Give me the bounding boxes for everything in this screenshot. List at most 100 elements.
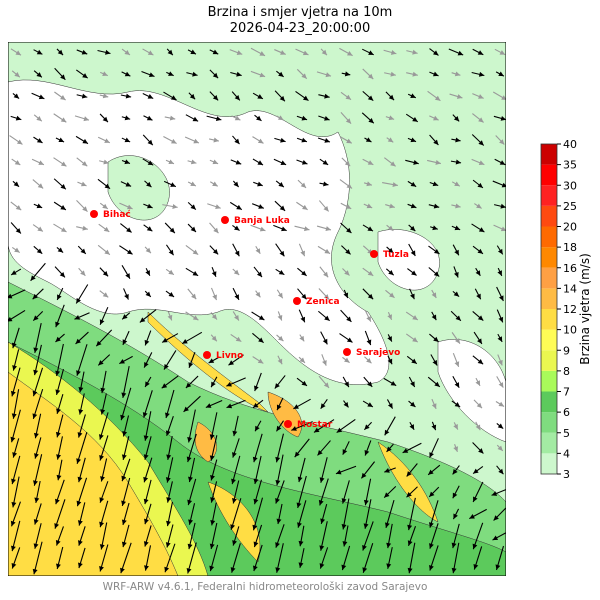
wind-arrow-head [343,292,349,299]
colorbar-cell [541,205,557,227]
city-markers: Bihać Banja Luka Tuzla Zenica Livno Sarajevo M… [90,209,409,430]
wind-arrow-head [277,115,284,121]
wind-arrow-head [367,95,374,101]
wind-arrow-head [15,115,22,121]
wind-arrow-head [325,226,331,231]
wind-arrow-head [303,226,310,232]
wind-arrow-head [99,521,105,528]
wind-arrow-head [234,94,240,101]
wind-arrow-head [125,182,132,187]
wind-arrow-head [210,474,215,481]
wind-arrow-head [407,540,413,546]
wind-arrow-head [145,381,150,387]
wind-arrow-head [473,564,479,570]
wind-arrow-head [432,71,439,77]
wind-arrow-head [99,565,104,572]
wind-arrow-head [387,402,393,409]
wind-arrow-head [211,335,217,342]
wind-arrow-head [139,317,146,323]
wind-arrow-head [146,226,153,232]
wind-arrow-head [165,430,171,436]
wind-arrow-head [143,476,149,483]
wind-arrow-head [13,93,20,99]
wind-arrow-head [319,477,325,483]
wind-arrow-head [102,292,109,298]
wind-arrow-head [276,425,282,432]
wind-arrow-head [386,563,392,569]
wind-arrow-head [500,203,506,209]
wind-arrow-head [142,412,148,418]
wind-arrow-head [230,567,236,573]
wind-arrow-head [236,50,243,55]
wind-arrow-head [473,496,478,503]
wind-arrow-head [497,445,503,451]
colorbar-tick-label: 12 [563,303,577,316]
wind-arrow-head [168,159,174,165]
colorbar-cell [541,164,557,186]
wind-arrow-head [15,228,21,234]
wind-arrow-head [124,49,130,55]
wind-arrow-head [144,339,150,346]
colorbar-tick-label: 40 [563,138,577,151]
wind-arrow-head [205,403,212,408]
wind-arrow-head [102,203,108,209]
wind-arrow-head [124,293,129,300]
wind-arrow-head [478,117,484,123]
colorbar-cell [541,185,557,206]
wind-arrow-head [412,49,418,55]
wind-arrow-head [168,269,174,275]
wind-arrow-head [498,401,505,407]
wind-arrow-head [103,226,110,232]
wind-arrow-head [192,249,199,255]
wind-arrow-head [253,478,259,484]
wind-arrow-head [211,314,217,320]
wind-arrow-head [8,293,13,299]
wind-arrow-head [257,358,264,364]
wind-arrow-head [387,137,394,143]
wind-arrow [252,497,264,531]
wind-arrow-head [453,423,458,430]
wind-arrow-head [435,160,441,165]
wind-arrow-head [432,181,439,187]
colorbar-tick-label: 3 [563,468,570,481]
wind-arrow-head [501,95,506,100]
wind-arrow-head [190,204,196,210]
wind-arrow-head [368,118,374,124]
wind-arrow-head [410,293,415,300]
wind-arrow-head [104,249,110,255]
wind-arrow [297,475,307,509]
wind-arrow-head [346,138,352,144]
wind-speed-map: Bihać Banja Luka Tuzla Zenica Livno Sarajevo M… [8,42,506,576]
wind-arrow-head [60,184,66,190]
wind-arrow-head [167,314,173,321]
wind-arrow-head [80,270,86,276]
wind-arrow-head [10,436,16,443]
wind-arrow-head [187,543,193,550]
colorbar-cell [541,412,557,433]
wind-arrow-head [301,137,307,143]
footer-credit: WRF-ARW v4.6.1, Federalni hidrometeorolo… [102,581,428,593]
wind-arrow-head [77,520,83,526]
wind-arrow-head [346,337,353,343]
wind-arrow-head [452,492,458,499]
wind-arrow-head [500,226,506,232]
wind-arrow-head [144,362,149,368]
wind-arrow-head [390,50,397,55]
wind-arrow-head [99,319,105,325]
wind-arrow-head [433,248,440,254]
wind-arrow-head [162,337,168,343]
wind-arrow-head [234,250,240,257]
wind-arrow-head [81,49,88,55]
wind-arrow-head [433,271,440,277]
city-label: Zenica [306,297,340,307]
wind-arrow-head [82,206,88,212]
wind-arrow-head [451,567,457,574]
wind-arrow-head [36,138,43,143]
wind-arrow-head [38,94,45,100]
wind-arrow-head [105,49,111,55]
wind-arrow-head [259,51,266,56]
wind-arrow [76,432,88,464]
city-label: Livno [216,351,243,361]
wind-arrow-head [143,454,149,460]
wind-arrow-head [100,387,106,394]
